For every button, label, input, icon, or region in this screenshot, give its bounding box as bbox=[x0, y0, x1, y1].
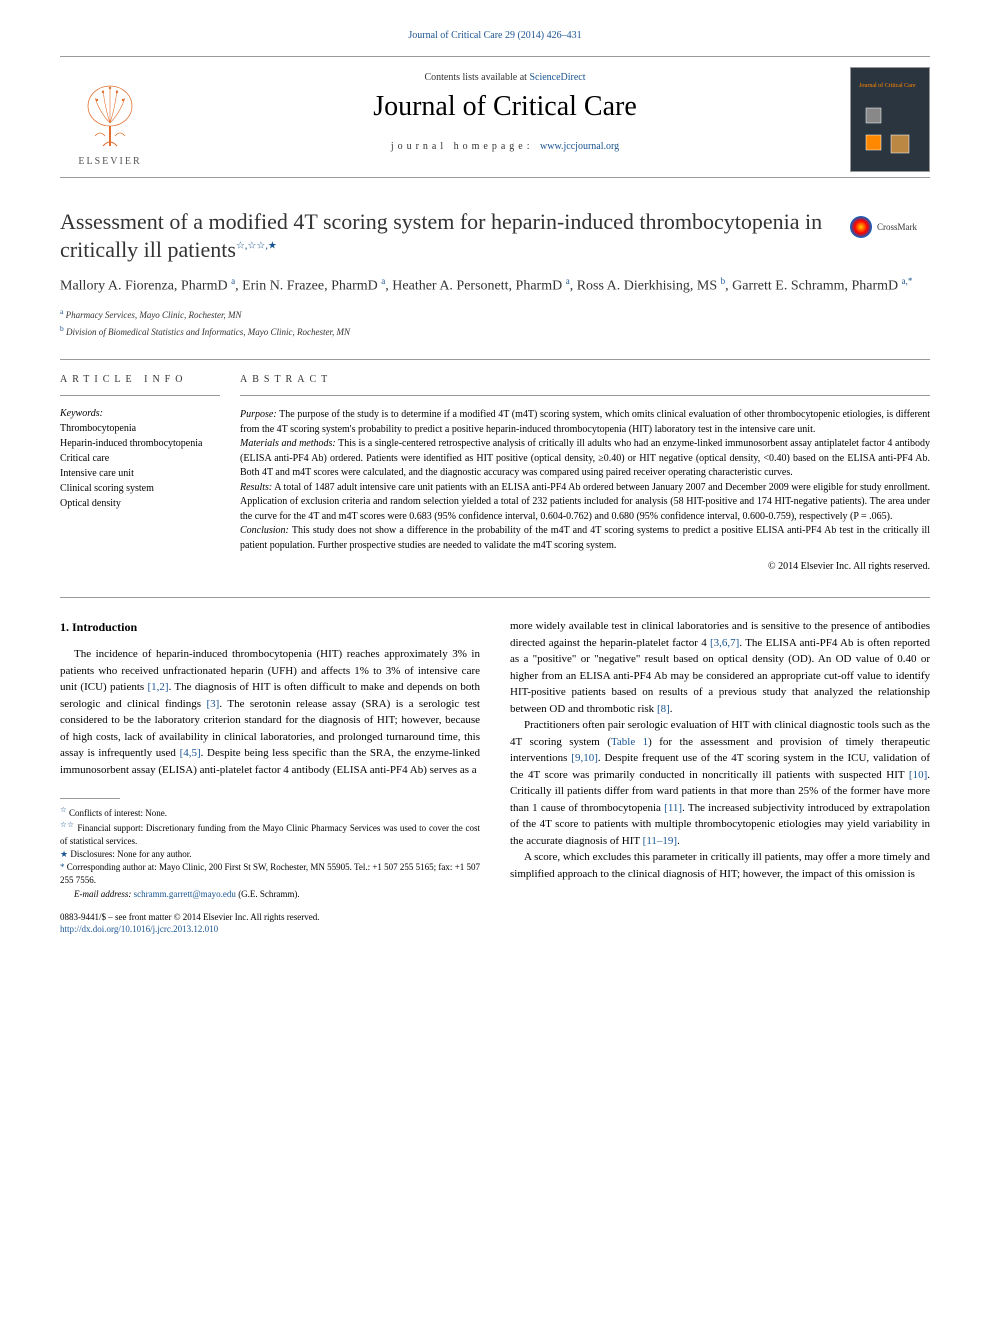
fn3-text: Disclosures: None for any author. bbox=[70, 849, 191, 859]
citation-ref[interactable]: [10] bbox=[909, 769, 927, 781]
citation-ref[interactable]: [3,6,7] bbox=[710, 637, 739, 649]
article-info-column: article info Keywords: ThrombocytopeniaH… bbox=[60, 374, 240, 572]
fn1-marker: ☆ bbox=[60, 805, 67, 814]
affiliations: a Pharmacy Services, Mayo Clinic, Roches… bbox=[60, 306, 930, 339]
citation-header: Journal of Critical Care 29 (2014) 426–4… bbox=[60, 30, 930, 41]
cover-title-text: Journal of Critical Care bbox=[859, 83, 921, 89]
cover-graphic-icon bbox=[861, 103, 921, 163]
citation-ref[interactable]: [11] bbox=[664, 802, 682, 814]
journal-cover-thumb: Journal of Critical Care bbox=[850, 67, 930, 172]
doi-link[interactable]: http://dx.doi.org/10.1016/j.jcrc.2013.12… bbox=[60, 924, 218, 934]
abstract-purpose: The purpose of the study is to determine… bbox=[240, 409, 930, 435]
citation-ref[interactable]: [3] bbox=[207, 698, 220, 710]
affil-b: Division of Biomedical Statistics and In… bbox=[66, 327, 350, 337]
email-suffix: (G.E. Schramm). bbox=[238, 889, 299, 899]
footnotes: ☆ Conflicts of interest: None. ☆☆ Financ… bbox=[60, 805, 480, 900]
keyword: Thrombocytopenia bbox=[60, 421, 220, 436]
sciencedirect-link[interactable]: ScienceDirect bbox=[529, 72, 585, 83]
abstract-column: ABSTRACT Purpose: The purpose of the stu… bbox=[240, 374, 930, 572]
fn2-text: Financial support: Discretionary funding… bbox=[60, 823, 480, 846]
crossmark-icon bbox=[850, 216, 872, 238]
right-para-3: A score, which excludes this parameter i… bbox=[510, 849, 930, 882]
contents-text: Contents lists available at bbox=[424, 72, 529, 83]
table-ref[interactable]: Table 1 bbox=[611, 736, 648, 748]
abstract-methods-label: Materials and methods: bbox=[240, 438, 336, 449]
article-title: Assessment of a modified 4T scoring syst… bbox=[60, 208, 830, 263]
body-columns: 1. Introduction The incidence of heparin… bbox=[60, 597, 930, 936]
homepage-link[interactable]: www.jccjournal.org bbox=[540, 141, 619, 152]
citation-ref[interactable]: [4,5] bbox=[180, 747, 201, 759]
abstract-text: Purpose: The purpose of the study is to … bbox=[240, 408, 930, 553]
homepage-label: journal homepage: bbox=[391, 141, 540, 152]
abstract-conclusion-label: Conclusion: bbox=[240, 525, 289, 536]
authors-list: Mallory A. Fiorenza, PharmD a, Erin N. F… bbox=[60, 275, 930, 296]
abstract-heading: ABSTRACT bbox=[240, 374, 930, 396]
citation-ref[interactable]: [11–19] bbox=[643, 835, 677, 847]
abstract-methods: This is a single-centered retrospective … bbox=[240, 438, 930, 478]
crossmark-label: CrossMark bbox=[877, 222, 917, 232]
footer-block: 0883-9441/$ – see front matter © 2014 El… bbox=[60, 911, 480, 936]
contents-line: Contents lists available at ScienceDirec… bbox=[180, 72, 830, 83]
affil-marker-b: b bbox=[60, 324, 64, 333]
title-footnote-markers[interactable]: ☆,☆☆,★ bbox=[236, 240, 277, 251]
fn4-marker: * bbox=[60, 862, 65, 872]
citation-ref[interactable]: [8] bbox=[657, 703, 670, 715]
issn-line: 0883-9441/$ – see front matter © 2014 El… bbox=[60, 911, 480, 924]
abstract-purpose-label: Purpose: bbox=[240, 409, 277, 420]
keyword: Critical care bbox=[60, 451, 220, 466]
left-para-1: The incidence of heparin-induced thrombo… bbox=[60, 646, 480, 778]
fn1-text: Conflicts of interest: None. bbox=[69, 808, 167, 818]
keyword: Optical density bbox=[60, 496, 220, 511]
abstract-conclusion: This study does not show a difference in… bbox=[240, 525, 930, 551]
fn2-marker: ☆☆ bbox=[60, 820, 75, 829]
citation-ref[interactable]: [9,10] bbox=[571, 752, 598, 764]
crossmark-badge[interactable]: CrossMark bbox=[850, 213, 930, 241]
abstract-results: A total of 1487 adult intensive care uni… bbox=[240, 482, 930, 522]
email-label: E-mail address: bbox=[74, 889, 131, 899]
affil-a: Pharmacy Services, Mayo Clinic, Rocheste… bbox=[66, 310, 242, 320]
title-text: Assessment of a modified 4T scoring syst… bbox=[60, 209, 822, 262]
intro-heading: 1. Introduction bbox=[60, 618, 480, 636]
homepage-line: journal homepage: www.jccjournal.org bbox=[180, 141, 830, 152]
citation-link[interactable]: Journal of Critical Care 29 (2014) 426–4… bbox=[408, 30, 581, 41]
corresponding-email-link[interactable]: schramm.garrett@mayo.edu bbox=[134, 889, 236, 899]
abstract-results-label: Results: bbox=[240, 482, 272, 493]
journal-title: Journal of Critical Care bbox=[180, 91, 830, 123]
citation-ref[interactable]: [1,2] bbox=[148, 681, 169, 693]
fn4-text: Corresponding author at: Mayo Clinic, 20… bbox=[60, 862, 480, 885]
keyword: Heparin-induced thrombocytopenia bbox=[60, 436, 220, 451]
publisher-logo: ELSEVIER bbox=[60, 67, 160, 177]
publisher-name: ELSEVIER bbox=[78, 156, 141, 167]
fn3-marker: ★ bbox=[60, 849, 68, 859]
footnotes-divider bbox=[60, 798, 120, 799]
keyword: Clinical scoring system bbox=[60, 481, 220, 496]
left-column: 1. Introduction The incidence of heparin… bbox=[60, 618, 480, 936]
right-para-1: more widely available test in clinical l… bbox=[510, 618, 930, 717]
right-column: more widely available test in clinical l… bbox=[510, 618, 930, 936]
keywords-label: Keywords: bbox=[60, 408, 220, 419]
article-info-heading: article info bbox=[60, 374, 220, 396]
abstract-copyright: © 2014 Elsevier Inc. All rights reserved… bbox=[240, 561, 930, 572]
keyword: Intensive care unit bbox=[60, 466, 220, 481]
right-para-2: Practitioners often pair serologic evalu… bbox=[510, 717, 930, 849]
affil-marker-a: a bbox=[60, 307, 63, 316]
elsevier-tree-icon bbox=[75, 78, 145, 153]
masthead: ELSEVIER Contents lists available at Sci… bbox=[60, 56, 930, 178]
